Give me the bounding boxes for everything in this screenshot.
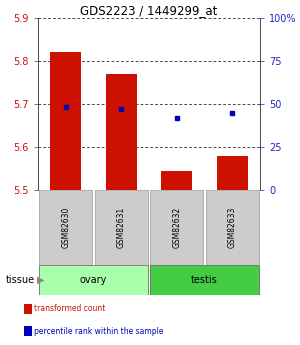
Bar <box>39 265 148 295</box>
Bar <box>94 190 148 265</box>
Bar <box>106 74 136 190</box>
Bar <box>206 190 259 265</box>
Text: ovary: ovary <box>80 275 107 285</box>
Bar <box>39 190 92 265</box>
Bar <box>50 52 81 190</box>
Bar <box>150 190 203 265</box>
Text: transformed count: transformed count <box>34 304 106 313</box>
Text: GSM82632: GSM82632 <box>172 207 181 248</box>
Text: GSM82630: GSM82630 <box>61 207 70 248</box>
Text: ▶: ▶ <box>37 275 45 285</box>
Text: tissue: tissue <box>6 275 35 285</box>
Title: GDS2223 / 1449299_at: GDS2223 / 1449299_at <box>80 4 218 17</box>
Text: GSM82633: GSM82633 <box>228 207 237 248</box>
Text: percentile rank within the sample: percentile rank within the sample <box>34 327 164 336</box>
Text: testis: testis <box>191 275 218 285</box>
Bar <box>161 171 192 190</box>
Bar <box>150 265 259 295</box>
Text: GSM82631: GSM82631 <box>117 207 126 248</box>
Bar <box>217 156 248 190</box>
